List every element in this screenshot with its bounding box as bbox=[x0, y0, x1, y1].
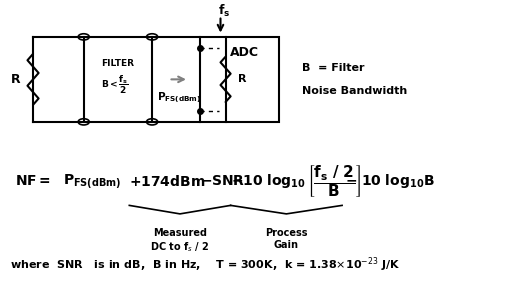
Bar bbox=[200, 37, 279, 122]
Text: B  = Filter: B = Filter bbox=[301, 63, 364, 73]
Text: $\mathbf{-\ 10\ log_{10}B}$: $\mathbf{-\ 10\ log_{10}B}$ bbox=[345, 172, 434, 190]
Text: Process
Gain: Process Gain bbox=[265, 228, 308, 250]
Text: $\mathbf{P_{FS(dBm)}}$: $\mathbf{P_{FS(dBm)}}$ bbox=[64, 172, 122, 191]
Text: Noise Bandwidth: Noise Bandwidth bbox=[301, 86, 407, 96]
Text: $\mathbf{- 10\ log_{10}}$: $\mathbf{- 10\ log_{10}}$ bbox=[231, 172, 306, 190]
Text: ADC: ADC bbox=[230, 46, 259, 59]
Text: R: R bbox=[10, 73, 20, 86]
Text: $\mathbf{-SNR}$: $\mathbf{-SNR}$ bbox=[200, 174, 246, 188]
Text: $\mathbf{B < \dfrac{f_s}{2}}$: $\mathbf{B < \dfrac{f_s}{2}}$ bbox=[101, 74, 129, 96]
Text: $\mathbf{\left[\dfrac{f_s\ /\ 2}{B}\right]}$: $\mathbf{\left[\dfrac{f_s\ /\ 2}{B}\righ… bbox=[307, 163, 360, 199]
Text: R: R bbox=[238, 74, 247, 84]
Text: $\mathbf{f_s}$: $\mathbf{f_s}$ bbox=[218, 3, 231, 19]
Text: where  SNR   is in dB,  B in Hz,    T = 300K,  k = 1.38$\times$10$^{-23}$ J/K: where SNR is in dB, B in Hz, T = 300K, k… bbox=[10, 255, 401, 274]
Text: $\mathbf{P_{FS(dBm)}}$: $\mathbf{P_{FS(dBm)}}$ bbox=[157, 90, 201, 105]
Text: Measured
DC to f$_s$ / 2: Measured DC to f$_s$ / 2 bbox=[150, 228, 210, 254]
Bar bbox=[84, 37, 152, 122]
Text: FILTER: FILTER bbox=[101, 59, 134, 68]
Text: $\mathbf{+ 174dBm}$: $\mathbf{+ 174dBm}$ bbox=[129, 174, 206, 189]
Text: $\mathbf{NF = }$: $\mathbf{NF = }$ bbox=[16, 174, 51, 188]
